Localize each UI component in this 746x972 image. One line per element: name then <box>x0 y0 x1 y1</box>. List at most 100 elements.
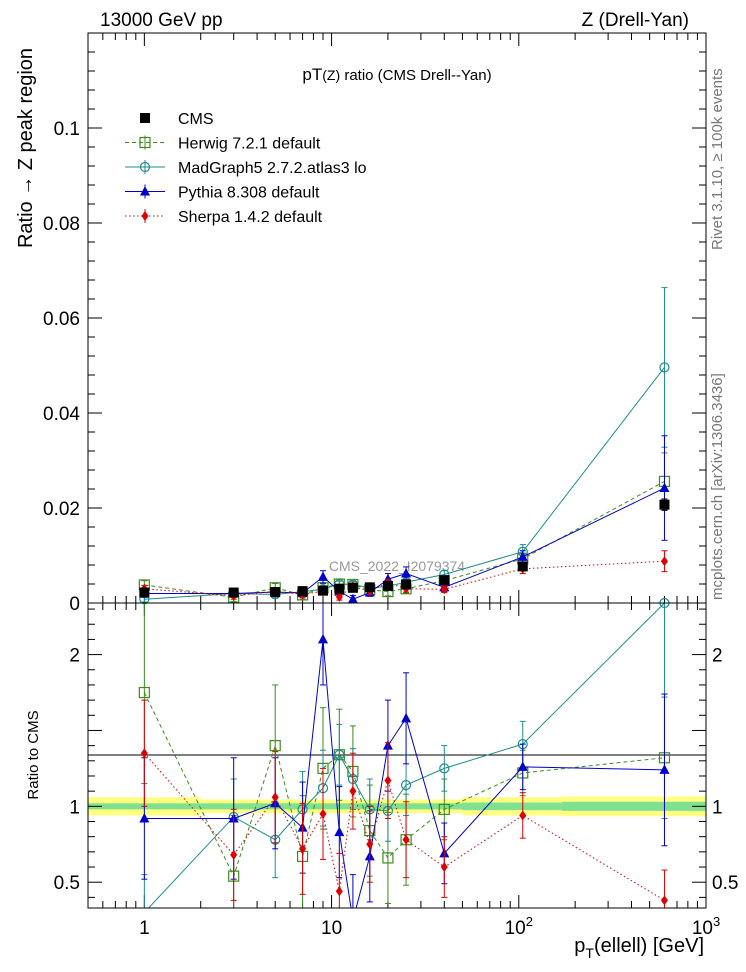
ratio-point <box>318 633 329 644</box>
ratio-series-pythia-8-308-default <box>139 602 670 909</box>
ratio-series-layer <box>138 597 671 909</box>
main-y-tick-label: 0 <box>69 594 80 615</box>
ratio-ticks <box>87 603 706 908</box>
ratio-y-axis-label: Ratio to CMS <box>25 710 42 799</box>
legend-marker <box>139 161 151 173</box>
ratio-point <box>349 786 357 797</box>
data-point <box>401 579 412 590</box>
x-tick-label: 10 <box>321 918 342 939</box>
ratio-y-tick-label-right: 1 <box>712 797 723 818</box>
ratio-point <box>271 792 279 803</box>
data-point <box>139 587 150 598</box>
main-series-layer <box>138 287 671 605</box>
ratio-point <box>439 763 450 774</box>
legend-entry-pythia-8-308-default: Pythia 8.308 default <box>125 184 320 202</box>
data-point <box>335 591 343 602</box>
data-point <box>517 561 528 572</box>
ratio-point <box>319 808 327 819</box>
ratio-series-madgraph5-2-7-2-atlas3-lo <box>141 597 670 909</box>
ratio-point <box>139 812 150 823</box>
ratio-point <box>334 826 345 837</box>
legend-marker <box>140 186 150 196</box>
data-point <box>270 587 281 598</box>
legend-entry-sherpa-1-4-2-default: Sherpa 1.4.2 default <box>125 209 323 226</box>
x-tick-label: 103 <box>692 914 720 939</box>
data-point <box>440 584 448 595</box>
legend-label: CMS <box>178 111 214 128</box>
legend-entry-herwig-7-2-1-default: Herwig 7.2.1 default <box>125 135 321 153</box>
ratio-point <box>400 779 412 791</box>
ratio-y-tick-label-left: 1 <box>69 797 80 818</box>
legend-label: Sherpa 1.4.2 default <box>178 209 323 226</box>
data-point <box>228 587 239 598</box>
data-point <box>364 582 375 593</box>
data-point <box>347 582 358 593</box>
data-point <box>659 499 670 510</box>
main-y-axis-label: Ratio → Z peak region <box>15 48 37 248</box>
process-label: Z (Drell-Yan) <box>582 10 689 31</box>
main-y-tick-label: 0.08 <box>43 214 80 235</box>
ratio-point <box>519 810 527 821</box>
data-point <box>660 556 668 567</box>
ratio-point <box>438 803 450 815</box>
ratio-point <box>440 862 448 873</box>
ratio-point <box>299 843 307 854</box>
mcplots-note: mcplots.cern.ch [arXiv:1306.3436] <box>709 373 726 600</box>
ratio-point <box>659 764 670 774</box>
legend: CMS Herwig 7.2.1 default MadGraph5 2.7.2.a… <box>125 111 367 226</box>
data-point <box>517 551 528 561</box>
ratio-y-tick-label-left: 2 <box>69 646 80 667</box>
data-point <box>334 583 345 594</box>
data-point <box>659 482 670 493</box>
ratio-y-tick-label-left: 0.5 <box>54 873 80 894</box>
ratio-y-tick-label-right: 0.5 <box>712 873 738 894</box>
x-label-main: p <box>574 935 585 957</box>
ratio-point <box>138 686 150 699</box>
ratio-y-tick-labels: 0.5 0.5 1 1 2 2 <box>54 646 739 895</box>
ratio-point <box>140 748 148 759</box>
main-y-tick-label: 0.04 <box>43 404 80 425</box>
series-madgraph5-2-7-2-atlas3-lo <box>139 287 670 605</box>
legend-label: MadGraph5 2.7.2.atlas3 lo <box>178 160 367 177</box>
title-part-main: pT <box>302 65 322 84</box>
ratio-panel: Ratio to CMS 0.5 0.5 1 1 2 2 1 10 102 103 pT(ell… <box>25 597 739 961</box>
main-y-tick-label: 0.06 <box>43 309 80 330</box>
ratio-point <box>402 834 410 845</box>
band-stat <box>200 803 463 810</box>
data-point <box>659 362 670 373</box>
ratio-point <box>269 740 281 752</box>
legend-marker <box>139 136 151 149</box>
ratio-point <box>382 852 394 864</box>
legend-marker <box>140 113 150 123</box>
series-cms <box>139 498 670 598</box>
band-stat <box>462 802 562 811</box>
x-label-rest: (ellell) [GeV] <box>594 935 704 957</box>
ratio-series-line <box>147 603 665 908</box>
legend-entry-cms: CMS <box>140 111 214 128</box>
data-point <box>347 593 358 604</box>
main-panel: pT(Z) ratio (CMS Drell--Yan) CMS_2022_I2… <box>15 32 707 615</box>
ratio-point <box>334 749 345 760</box>
legend-entry-madgraph5-2-7-2-atlas3-lo: MadGraph5 2.7.2.atlas3 lo <box>125 160 367 177</box>
ratio-point <box>517 761 528 771</box>
legend-label: Pythia 8.308 default <box>178 185 320 202</box>
data-point <box>318 571 329 581</box>
legend-label: Herwig 7.2.1 default <box>178 136 321 153</box>
data-point <box>401 568 412 578</box>
x-label-sub: T <box>585 945 594 961</box>
energy-label: 13000 GeV pp <box>100 10 223 31</box>
x-axis-label: pT(ellell) [GeV] <box>574 935 704 961</box>
title-part-sub: (Z) <box>322 67 340 83</box>
ratio-frame <box>87 602 707 909</box>
legend-marker <box>141 211 149 221</box>
ratio-series-line <box>143 752 665 901</box>
ratio-point <box>660 895 668 906</box>
title-part-rest: ratio (CMS Drell--Yan) <box>340 67 491 84</box>
band-stat <box>561 801 706 811</box>
ratio-y-tick-label-right: 2 <box>712 646 723 667</box>
ratio-series-sherpa-1-4-2-default <box>140 699 668 909</box>
x-tick-label: 102 <box>505 914 533 939</box>
main-y-tick-label: 0.02 <box>43 499 80 520</box>
x-tick-label: 1 <box>139 918 150 939</box>
ratio-point <box>230 849 238 860</box>
